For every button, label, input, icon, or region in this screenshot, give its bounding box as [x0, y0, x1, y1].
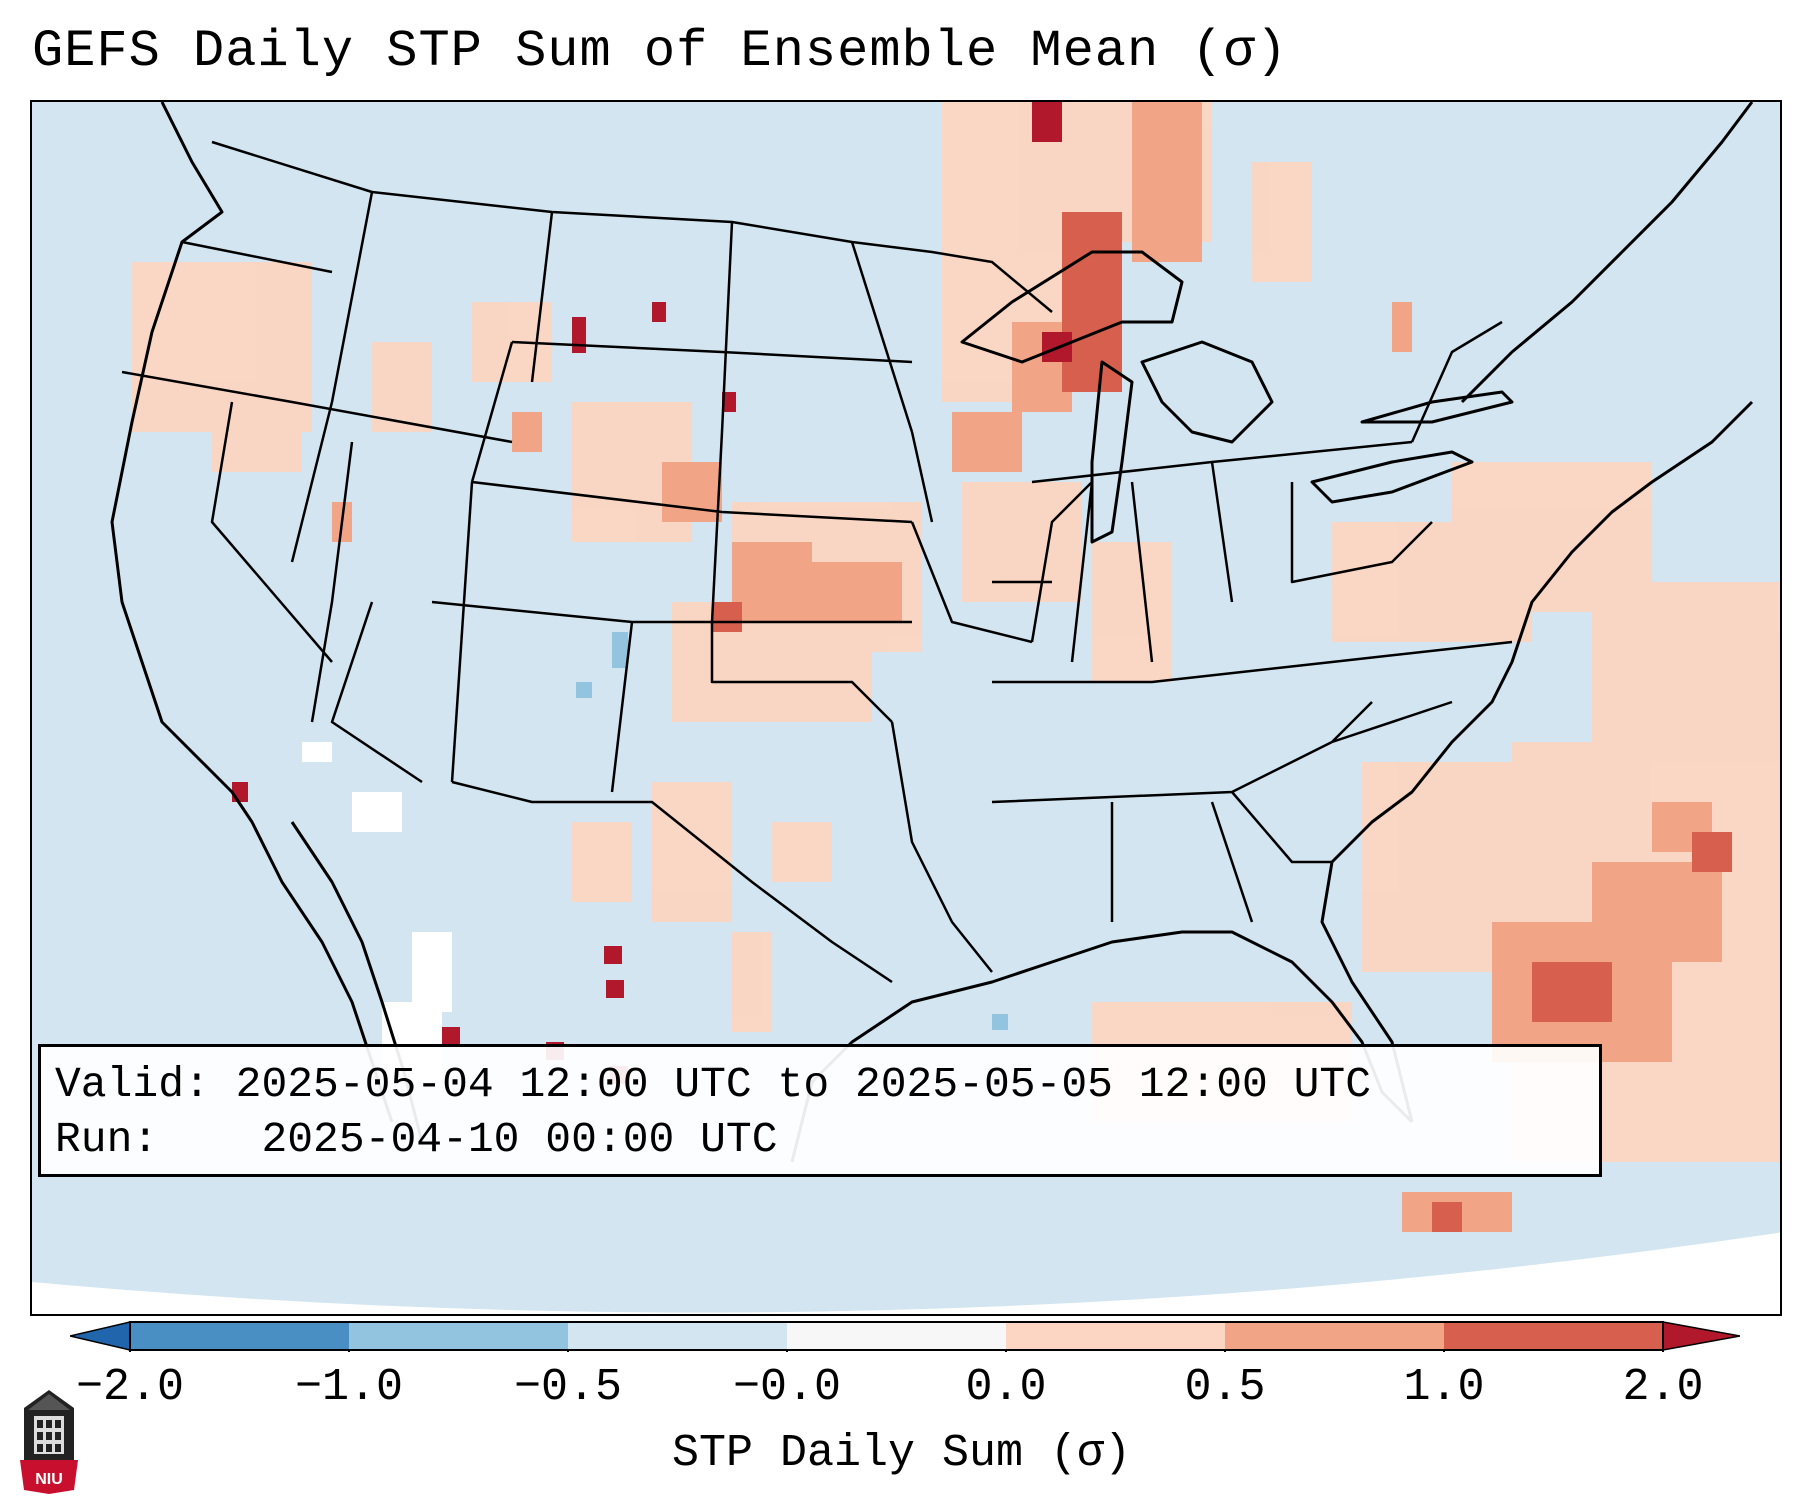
state-borders	[121, 140, 1513, 984]
run-time: 2025-04-10 00:00 UTC	[261, 1115, 778, 1164]
run-label: Run:	[55, 1115, 159, 1164]
coastlines	[110, 102, 1754, 1163]
stp-negative	[576, 632, 1008, 1030]
colorbar-tick-label: −0.0	[732, 1362, 842, 1413]
colorbar-segment	[1006, 1322, 1225, 1350]
colorbar-segment	[568, 1322, 787, 1350]
colorbar-segment	[349, 1322, 568, 1350]
colorbar	[70, 1321, 1740, 1352]
valid-label: Valid:	[55, 1060, 210, 1109]
colorbar-segment	[1225, 1322, 1444, 1350]
valid-time-range: 2025-05-04 12:00 UTC to 2025-05-05 12:00…	[235, 1060, 1372, 1109]
valid-run-info-box: Valid: 2025-05-04 12:00 UTC to 2025-05-0…	[38, 1044, 1602, 1177]
svg-text:NIU: NIU	[35, 1471, 63, 1488]
niu-logo: NIU	[20, 1390, 78, 1494]
map-title: GEFS Daily STP Sum of Ensemble Mean (σ)	[32, 22, 1288, 81]
colorbar-tick-label: 1.0	[1403, 1362, 1485, 1413]
colorbar-tick-label: 0.5	[1184, 1362, 1266, 1413]
colorbar-segment	[787, 1322, 1006, 1350]
colorbar-tick-label: −1.0	[294, 1362, 404, 1413]
colorbar-label: STP Daily Sum (σ)	[671, 1428, 1132, 1479]
colorbar-tick-label: −0.5	[513, 1362, 623, 1413]
stp-positive-medium	[332, 102, 1722, 1232]
colorbar-segment	[1444, 1322, 1663, 1350]
colorbar-tick-label: −2.0	[75, 1362, 185, 1413]
colorbar-extend-high	[1662, 1321, 1740, 1351]
colorbar-segment	[130, 1322, 349, 1350]
colorbar-tick-label: 0.0	[965, 1362, 1047, 1413]
colorbar-extend-low	[70, 1321, 131, 1351]
colorbar-tick-label: 2.0	[1622, 1362, 1704, 1413]
